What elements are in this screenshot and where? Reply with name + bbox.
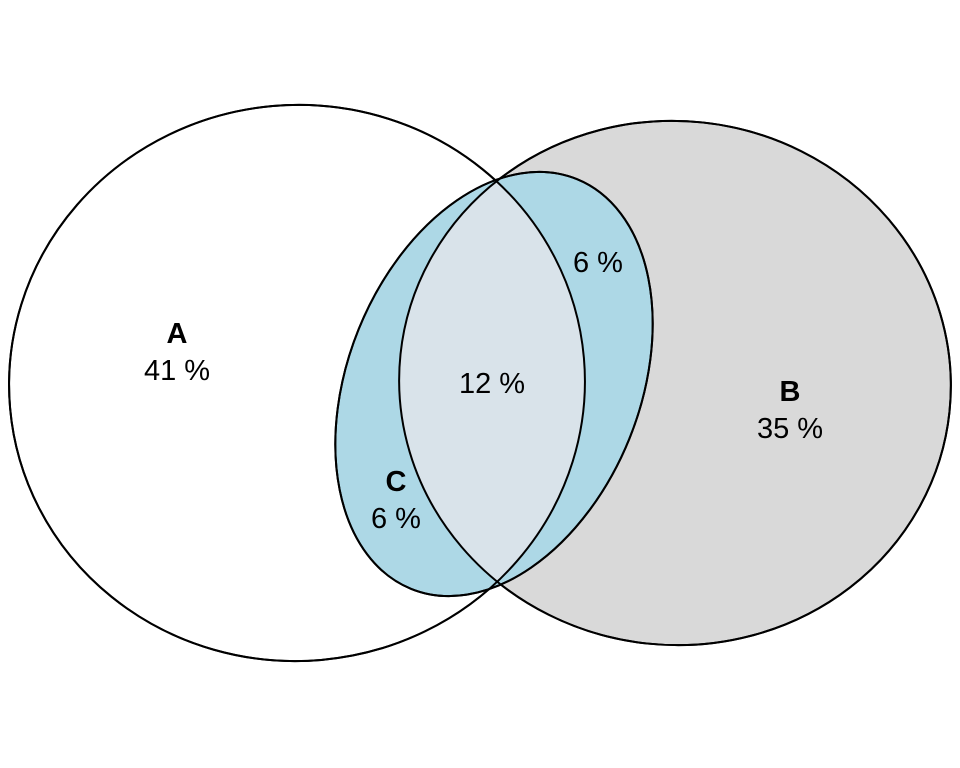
region-b-c-value: 6 % <box>573 247 623 279</box>
set-c-outline <box>334 170 654 598</box>
set-c-value: 6 % <box>371 503 421 535</box>
set-b-value: 35 % <box>757 413 823 445</box>
set-a-value: 41 % <box>144 355 210 387</box>
set-a-outline <box>8 103 586 663</box>
region-a-b-c-value: 12 % <box>459 368 525 400</box>
set-b-outline <box>398 119 952 647</box>
set-a-name: A <box>167 318 188 350</box>
set-b-name: B <box>780 376 801 408</box>
set-c-name: C <box>386 466 407 498</box>
